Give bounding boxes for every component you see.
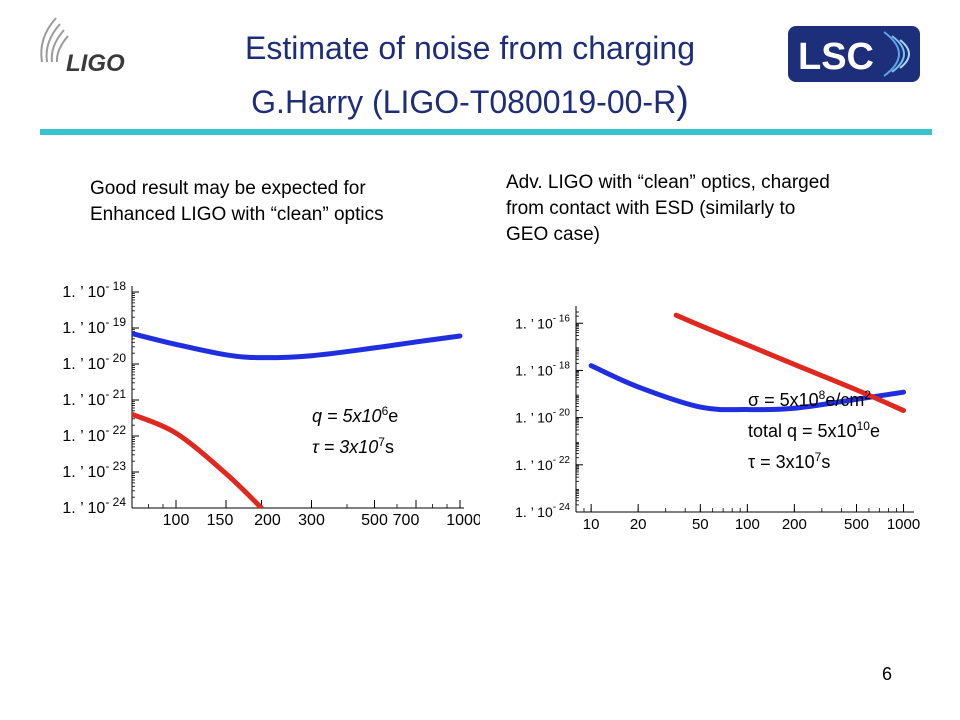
annotation-text: τ = 3x10 (312, 437, 379, 457)
ligo-logo-text: LIGO (66, 50, 125, 77)
annotation-text: total q = 5x10 (748, 421, 857, 441)
annotation-line: q = 5x106e (312, 398, 398, 429)
x-tick-label: 1000 (446, 512, 480, 529)
annotation-text: q = 5x10 (312, 406, 382, 426)
y-tick-label: 1. ’ 10- 20 (62, 351, 126, 373)
caption-left: Good result may be expected for Enhanced… (90, 176, 470, 228)
annotation-sup: 6 (381, 404, 389, 418)
x-tick-label: 200 (782, 516, 807, 533)
annotation-sup: 7 (814, 450, 822, 464)
y-tick-label: 1. ’ 10- 18 (515, 360, 570, 378)
slide-title-line1: Estimate of noise from charging (245, 30, 695, 66)
annotation-left: q = 5x106e τ = 3x107s (312, 398, 398, 460)
x-tick-label: 500 (844, 516, 869, 533)
annotation-line: σ = 5x108e/cm2 (748, 382, 880, 413)
x-tick-label: 150 (207, 512, 234, 529)
annotation-line: τ = 3x107s (312, 429, 398, 460)
x-tick-label: 50 (692, 516, 709, 533)
annotation-text: e (388, 406, 399, 426)
slide-title-line2-text: G.Harry (LIGO-T080019-00-R (251, 84, 677, 120)
y-tick-label: 1. ’ 10- 20 (515, 408, 570, 426)
caption-right: Adv. LIGO with “clean” optics, charged f… (506, 170, 926, 248)
lsc-logo-text: LSC (798, 36, 874, 78)
y-tick-label: 1. ’ 10- 24 (62, 495, 126, 517)
annotation-text: e (869, 421, 880, 441)
x-tick-label: 500 (361, 512, 388, 529)
annotation-line: τ = 3x107s (748, 444, 880, 475)
x-tick-label: 1000 (887, 516, 920, 533)
annotation-text: τ = 3x10 (748, 452, 815, 472)
x-tick-label: 300 (298, 512, 325, 529)
title-divider (40, 129, 932, 135)
x-tick-label: 100 (735, 516, 760, 533)
red-curve (673, 312, 907, 414)
blue-curve (588, 363, 907, 413)
caption-right-line: from contact with ESD (similarly to (506, 198, 796, 219)
ligo-logo: LIGO (30, 10, 140, 80)
caption-left-line: Good result may be expected for (90, 178, 366, 199)
annotation-right: σ = 5x108e/cm2 total q = 5x1010e τ = 3x1… (748, 382, 880, 475)
lsc-logo: LSC (788, 26, 920, 82)
annotation-text: e/cm (825, 390, 865, 410)
slide-title-paren: ) (676, 80, 689, 122)
y-tick-label: 1. ’ 10- 19 (62, 315, 126, 337)
y-tick-label: 1. ’ 10- 24 (515, 502, 570, 520)
y-tick-label: 1. ’ 10- 18 (62, 279, 126, 301)
y-tick-label: 1. ’ 10- 23 (62, 459, 126, 481)
annotation-text: σ = 5x10 (748, 390, 819, 410)
ligo-arcs-icon: LIGO (40, 17, 125, 77)
red-curve (132, 411, 264, 508)
page-number: 6 (881, 664, 892, 684)
y-tick-label: 1. ’ 10- 22 (62, 423, 126, 445)
annotation-sup: 7 (378, 435, 385, 449)
x-tick-label: 100 (163, 512, 190, 529)
annotation-sup: 2 (864, 388, 872, 402)
annotation-text: s (821, 452, 831, 472)
y-tick-label: 1. ’ 10- 22 (515, 455, 570, 473)
slide-title-line2: G.Harry (LIGO-T080019-00-R) (150, 80, 790, 123)
x-tick-label: 20 (630, 516, 647, 533)
annotation-text: s (384, 437, 394, 457)
y-tick-label: 1. ’ 10- 21 (62, 387, 126, 409)
annotation-line: total q = 5x1010e (748, 413, 880, 444)
x-tick-label: 200 (254, 512, 281, 529)
annotation-sup: 10 (856, 419, 870, 433)
chart-left: 1. ’ 10- 18 1. ’ 10- 19 1. ’ 10- 20 1. ’ 10… (62, 279, 480, 529)
x-tick-label: 10 (583, 516, 600, 533)
x-tick-label: 700 (393, 512, 420, 529)
blue-curve (132, 331, 463, 361)
caption-left-line: Enhanced LIGO with “clean” optics (90, 204, 384, 225)
y-tick-label: 1. ’ 10- 16 (515, 313, 570, 331)
caption-right-line: GEO case) (506, 224, 600, 245)
annotation-sup: 8 (818, 388, 826, 402)
chart-right: 1. ’ 10- 16 1. ’ 10- 18 1. ’ 10- 20 1. ’ 10… (515, 306, 920, 533)
caption-right-line: Adv. LIGO with “clean” optics, charged (506, 172, 830, 193)
